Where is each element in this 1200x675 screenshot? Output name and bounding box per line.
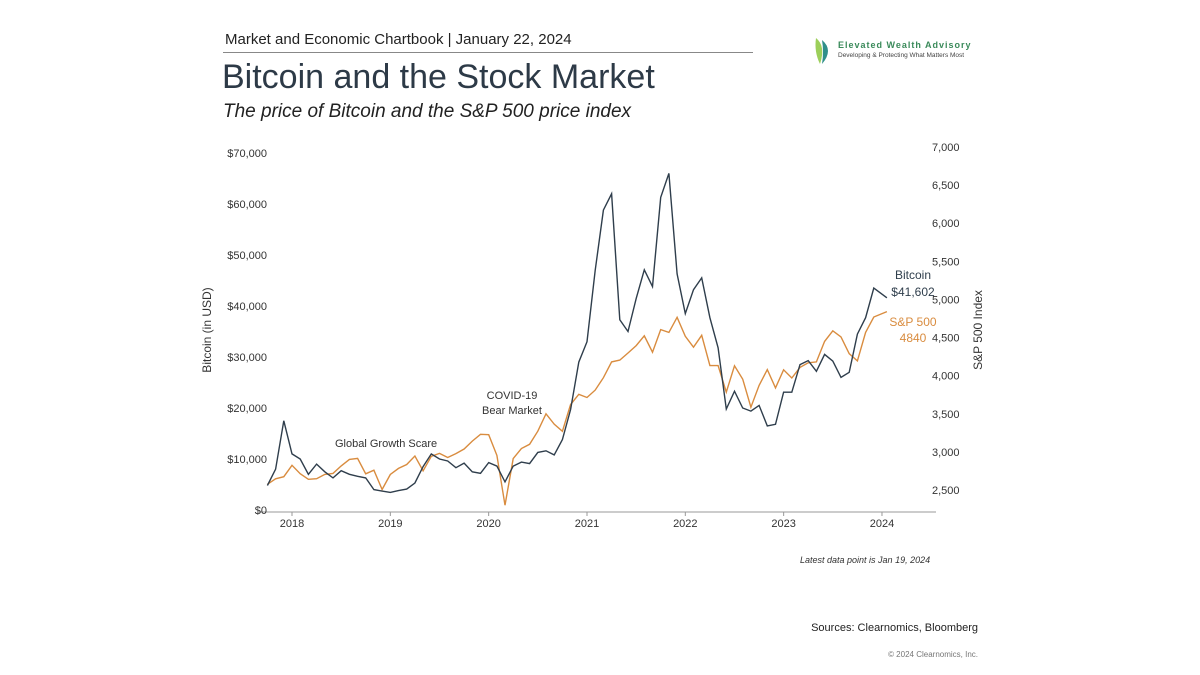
chart-title: Bitcoin and the Stock Market — [222, 58, 655, 96]
x-tick-label: 2021 — [575, 518, 599, 530]
sp500-line — [267, 310, 888, 506]
y-left-tick-label: $50,000 — [227, 250, 267, 262]
logo: Elevated Wealth Advisory Developing & Pr… — [812, 36, 971, 71]
bitcoin-line — [266, 173, 888, 494]
copyright: © 2024 Clearnomics, Inc. — [888, 650, 978, 659]
sp500-end-value: 4840 — [900, 331, 927, 345]
y-left-tick-label: $60,000 — [227, 199, 267, 211]
y-right-tick-label: 5,500 — [932, 256, 960, 268]
y-right-tick-label: 3,500 — [932, 409, 960, 421]
x-tick-label: 2023 — [771, 518, 795, 530]
x-tick-label: 2022 — [673, 518, 697, 530]
x-tick-label: 2018 — [280, 518, 304, 530]
annotation-growth-scare: Global Growth Scare — [335, 438, 437, 450]
chartbook-header: Market and Economic Chartbook | January … — [225, 31, 572, 48]
annotation-bear-market: Bear Market — [482, 405, 542, 417]
y-left-tick-label: $30,000 — [227, 352, 267, 364]
sources: Sources: Clearnomics, Bloomberg — [811, 622, 978, 634]
y-left-tick-label: $10,000 — [227, 454, 267, 466]
logo-name: Elevated Wealth Advisory — [838, 40, 972, 50]
x-tick-label: 2024 — [870, 518, 894, 530]
chart-subtitle: The price of Bitcoin and the S&P 500 pri… — [223, 101, 632, 122]
x-tick-label: 2020 — [476, 518, 500, 530]
y-left-tick-label: $40,000 — [227, 301, 267, 313]
bitcoin-end-value: $41,602 — [891, 285, 935, 299]
sp500-end-label: S&P 500 — [889, 315, 936, 329]
y-left-tick-label: $20,000 — [227, 403, 267, 415]
y-right-tick-label: 3,000 — [932, 447, 960, 459]
y-left-tick-label: $70,000 — [227, 148, 267, 160]
x-tick-label: 2019 — [378, 518, 402, 530]
y-axis-right-label: S&P 500 Index — [971, 290, 985, 370]
y-right-tick-label: 6,000 — [932, 218, 960, 230]
header-divider — [223, 52, 753, 53]
y-right-tick-label: 7,000 — [932, 142, 960, 154]
annotation-covid: COVID-19 — [487, 390, 538, 402]
y-left-tick-label: $0 — [255, 505, 267, 517]
y-right-tick-label: 4,500 — [932, 333, 960, 345]
leaf-logo-icon — [815, 38, 828, 64]
y-right-tick-label: 6,500 — [932, 180, 960, 192]
y-right-tick-label: 4,000 — [932, 371, 960, 383]
latest-data-note: Latest data point is Jan 19, 2024 — [800, 555, 931, 565]
bitcoin-end-label: Bitcoin — [895, 268, 931, 282]
y-right-tick-label: 2,500 — [932, 485, 960, 497]
logo-tagline: Developing & Protecting What Matters Mos… — [838, 52, 965, 59]
y-axis-left-label: Bitcoin (in USD) — [200, 287, 214, 372]
y-right-tick-label: 5,000 — [932, 294, 960, 306]
